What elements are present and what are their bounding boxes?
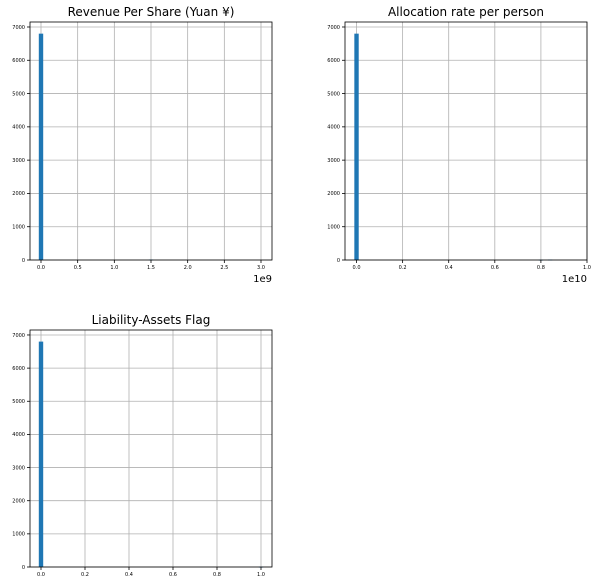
- y-tick-label: 4000: [12, 432, 25, 438]
- y-tick-label: 7000: [12, 333, 25, 339]
- x-tick-label: 0.0: [37, 572, 45, 578]
- x-tick-label: 1.5: [147, 265, 155, 271]
- histogram-panel-3: 0.0 0.2 0.4 0.6 0.8 1.0 0 1000 2000 3000 4000 5000 6…: [12, 313, 273, 578]
- y-tick-label: 3000: [12, 465, 25, 471]
- histogram-bar: [354, 33, 359, 261]
- x-offset-label: 1e9: [253, 274, 272, 285]
- y-tick-label: 4000: [327, 125, 340, 131]
- y-tick-label: 1000: [327, 225, 340, 231]
- x-tick-label: 0.0: [37, 265, 45, 271]
- y-tick-label: 0: [22, 565, 25, 571]
- x-tick-label: 0.4: [445, 265, 453, 271]
- histogram-panel-2: 0.0 0.2 0.4 0.6 0.8 1.0 0 1000 2000 3000 4000 5000 6…: [327, 5, 591, 285]
- y-tick-label: 2000: [12, 499, 25, 505]
- y-tick-label: 2000: [12, 191, 25, 197]
- histogram-bar: [38, 341, 44, 567]
- y-tick-label: 7000: [327, 25, 340, 31]
- y-tick-label: 5000: [12, 399, 25, 405]
- y-tick-label: 6000: [12, 58, 25, 64]
- y-tick-label: 2000: [327, 191, 340, 197]
- x-tick-label: 0.8: [213, 572, 221, 578]
- x-tick-label: 0.6: [169, 572, 177, 578]
- histogram-panel-1: 0.0 0.5 1.0 1.5 2.0 2.5 3.0 0 1000 2000 3000 4000 50…: [12, 5, 273, 285]
- y-tick-label: 6000: [12, 366, 25, 372]
- x-tick-label: 1.0: [257, 572, 265, 578]
- x-tick-label: 2.0: [184, 265, 192, 271]
- x-tick-label: 0.6: [491, 265, 499, 271]
- axes-frame: [344, 21, 588, 261]
- y-tick-label: 4000: [12, 125, 25, 131]
- y-tick-label: 1000: [12, 532, 25, 538]
- x-tick-label: 0.5: [74, 265, 82, 271]
- y-tick-label: 1000: [12, 225, 25, 231]
- x-tick-label: 0.2: [399, 265, 407, 271]
- x-tick-label: 0.0: [353, 265, 361, 271]
- chart-title: Revenue Per Share (Yuan ¥): [68, 5, 235, 19]
- x-offset-label: 1e10: [562, 274, 587, 285]
- x-tick-label: 2.5: [220, 265, 228, 271]
- y-tick-label: 5000: [12, 91, 25, 97]
- axes-frame: [29, 329, 273, 568]
- x-tick-label: 0.4: [125, 572, 133, 578]
- y-tick-label: 0: [22, 258, 25, 264]
- chart-title: Liability-Assets Flag: [92, 313, 211, 327]
- x-tick-label: 1.0: [583, 265, 591, 271]
- y-tick-label: 6000: [327, 58, 340, 64]
- y-tick-label: 3000: [327, 158, 340, 164]
- y-tick-label: 5000: [327, 91, 340, 97]
- y-tick-label: 0: [337, 258, 340, 264]
- y-tick-label: 3000: [12, 158, 25, 164]
- x-tick-label: 3.0: [257, 265, 265, 271]
- x-tick-label: 0.8: [537, 265, 545, 271]
- x-tick-label: 0.2: [81, 572, 89, 578]
- chart-title: Allocation rate per person: [388, 5, 544, 19]
- histogram-bar: [38, 33, 44, 261]
- y-tick-label: 7000: [12, 25, 25, 31]
- x-tick-label: 1.0: [110, 265, 118, 271]
